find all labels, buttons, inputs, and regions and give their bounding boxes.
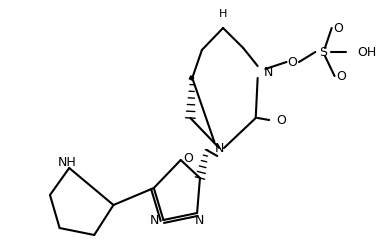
Text: S: S (319, 45, 327, 59)
Text: H: H (219, 9, 227, 19)
Text: O: O (336, 69, 346, 83)
Text: O: O (287, 56, 297, 68)
Text: N: N (150, 214, 160, 226)
Text: O: O (276, 114, 286, 126)
Text: NH: NH (58, 156, 77, 169)
Text: N: N (194, 215, 204, 227)
Text: O: O (183, 152, 194, 164)
Text: OH: OH (358, 45, 377, 59)
Text: N: N (214, 142, 224, 155)
Text: N: N (263, 65, 273, 79)
Text: O: O (333, 22, 343, 34)
